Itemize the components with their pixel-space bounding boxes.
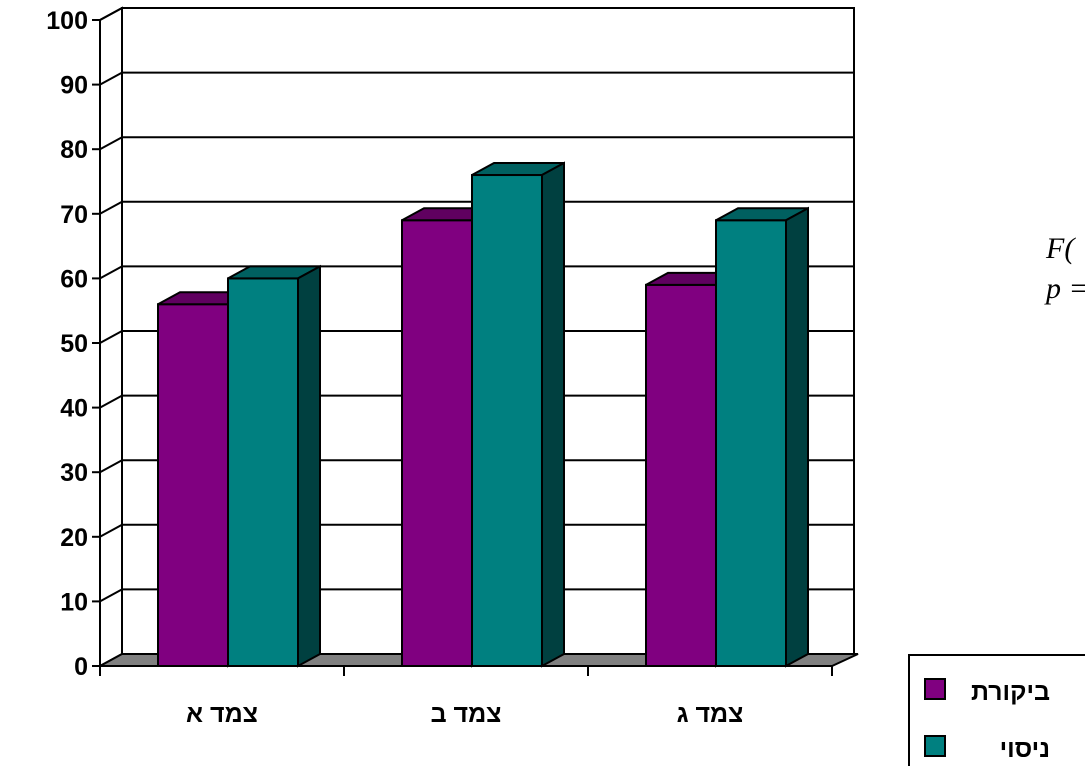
y-tick-label: 30 — [60, 459, 88, 487]
gridline — [99, 71, 854, 86]
y-tick-label: 20 — [60, 524, 88, 552]
x-tick-label: צמד ג — [677, 700, 744, 728]
bar-front — [227, 277, 299, 667]
bar-front — [645, 283, 717, 667]
legend-swatch-control — [924, 678, 946, 700]
y-tick-label: 90 — [60, 72, 88, 100]
bar-front — [471, 174, 543, 667]
bar — [227, 264, 321, 668]
axes — [92, 19, 833, 676]
legend-label-control: ביקורת — [971, 678, 1050, 706]
bar-side — [785, 206, 809, 668]
gridline — [99, 7, 854, 21]
gridline — [99, 200, 854, 215]
gridline — [99, 330, 854, 344]
y-tick-label: 40 — [60, 395, 88, 423]
y-tick-label: 50 — [60, 330, 88, 358]
y-tick-labels: 0 10 20 30 40 50 60 70 80 90 100 — [46, 7, 88, 681]
gridline — [99, 394, 854, 409]
bar-side — [297, 264, 321, 668]
bar — [715, 206, 809, 668]
y-tick-label: 60 — [60, 265, 88, 293]
formula-line-2: p = — [1044, 272, 1085, 305]
y-tick-label: 70 — [60, 201, 88, 229]
bar-side — [541, 161, 565, 668]
gridline — [99, 136, 854, 151]
x-tick-labels: צמד א צמד ב צמד ג — [186, 700, 743, 728]
side-formula: F( p = — [1044, 232, 1085, 305]
bar — [471, 161, 565, 668]
y-tick-label: 80 — [60, 136, 88, 164]
legend-label-experiment: ניסוי — [1000, 735, 1050, 763]
gridline — [99, 459, 854, 474]
gridline — [99, 588, 854, 603]
gridlines — [99, 7, 854, 603]
x-tick-label: צמד ב — [431, 700, 502, 728]
legend: ביקורת ניסוי — [908, 654, 1085, 766]
gridline — [99, 265, 854, 280]
bar-front — [715, 219, 787, 667]
formula-line-1: F( — [1045, 232, 1076, 265]
y-tick-label: 100 — [46, 7, 88, 35]
legend-swatch-experiment — [924, 735, 946, 757]
gridline — [99, 523, 854, 538]
bar-front — [401, 219, 473, 667]
y-tick-label: 0 — [74, 653, 88, 681]
bars — [157, 161, 809, 668]
y-tick-label: 10 — [60, 588, 88, 616]
bar-front — [157, 303, 229, 667]
x-tick-label: צמד א — [186, 700, 258, 728]
